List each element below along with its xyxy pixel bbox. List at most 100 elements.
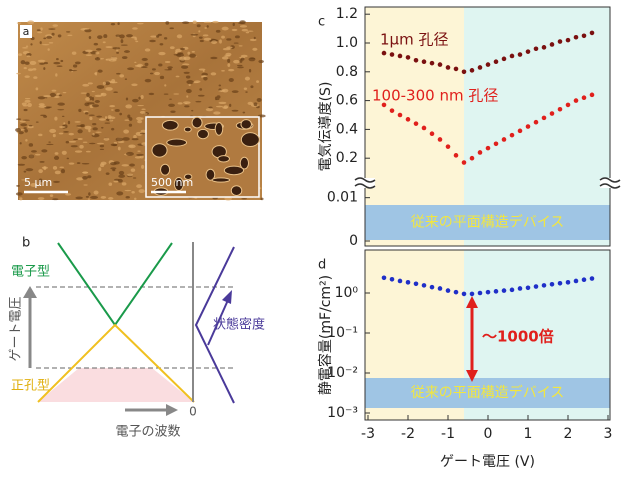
pore bbox=[241, 198, 248, 200]
pore bbox=[48, 42, 54, 44]
pore bbox=[177, 52, 184, 55]
data-point bbox=[389, 108, 395, 113]
data-point bbox=[397, 278, 403, 284]
pore bbox=[159, 75, 165, 80]
data-point bbox=[477, 65, 483, 70]
arrow-head bbox=[222, 290, 232, 304]
pore bbox=[136, 116, 143, 121]
pore bbox=[115, 34, 121, 37]
pore bbox=[58, 94, 62, 97]
y-tick-label: 10⁰ bbox=[335, 285, 359, 301]
y-tick-label: 0.01 bbox=[327, 190, 358, 206]
data-point bbox=[405, 280, 411, 285]
pore bbox=[138, 189, 145, 194]
pore bbox=[65, 193, 72, 196]
pore bbox=[183, 101, 191, 104]
pore bbox=[211, 177, 231, 183]
data-point bbox=[485, 289, 491, 295]
pore bbox=[102, 41, 106, 44]
data-point bbox=[533, 46, 539, 52]
pore bbox=[180, 47, 185, 51]
pore bbox=[47, 48, 50, 51]
data-point bbox=[533, 284, 539, 289]
pore bbox=[54, 116, 58, 121]
pore bbox=[87, 175, 92, 179]
pore bbox=[105, 87, 113, 91]
pore bbox=[57, 109, 65, 111]
pore bbox=[149, 39, 156, 43]
pore bbox=[131, 191, 135, 194]
pore bbox=[43, 62, 49, 65]
pore bbox=[134, 64, 142, 67]
pore bbox=[97, 35, 103, 40]
pore bbox=[157, 33, 162, 36]
pore bbox=[119, 112, 123, 116]
pore bbox=[41, 44, 50, 46]
hole-region bbox=[38, 368, 194, 402]
pore bbox=[21, 179, 28, 181]
pore bbox=[115, 137, 123, 142]
pore bbox=[169, 98, 172, 100]
pore bbox=[22, 119, 31, 121]
pore bbox=[144, 78, 152, 83]
pore bbox=[256, 97, 262, 103]
pore bbox=[150, 35, 158, 38]
pore bbox=[98, 167, 102, 172]
data-point bbox=[469, 68, 475, 73]
zero-label: 0 bbox=[189, 405, 197, 419]
pore bbox=[41, 166, 48, 170]
pore bbox=[137, 22, 144, 25]
pore bbox=[221, 70, 225, 72]
data-point bbox=[557, 39, 563, 44]
pore bbox=[40, 27, 43, 31]
data-point bbox=[517, 286, 523, 291]
pore bbox=[136, 153, 144, 157]
pore bbox=[126, 151, 134, 156]
data-point bbox=[509, 53, 515, 59]
pore bbox=[93, 190, 99, 195]
pore bbox=[96, 48, 102, 51]
pore bbox=[38, 178, 43, 183]
pore bbox=[117, 146, 121, 151]
pore bbox=[242, 111, 246, 114]
pore bbox=[91, 104, 99, 108]
pore bbox=[187, 51, 191, 55]
pore bbox=[21, 155, 27, 160]
wavenumber-label: 電子の波数 bbox=[115, 425, 180, 440]
data-point bbox=[501, 56, 507, 62]
pore bbox=[233, 42, 239, 44]
pore bbox=[191, 50, 195, 53]
axis-break-gap bbox=[600, 178, 620, 188]
pore bbox=[137, 150, 141, 152]
pore bbox=[79, 144, 84, 149]
pore bbox=[74, 61, 81, 65]
panel-label: a bbox=[23, 25, 30, 38]
pore bbox=[198, 30, 201, 33]
pore bbox=[18, 131, 24, 135]
y-tick-label: 1.0 bbox=[336, 35, 358, 51]
data-point bbox=[589, 92, 595, 98]
pore bbox=[60, 59, 64, 63]
y-tick-label: 10⁻¹ bbox=[327, 325, 358, 341]
pore bbox=[253, 36, 256, 40]
pore bbox=[190, 33, 199, 36]
data-point bbox=[453, 289, 459, 295]
pore bbox=[240, 119, 252, 130]
data-point bbox=[437, 286, 443, 291]
pore bbox=[92, 132, 95, 136]
pore bbox=[239, 156, 250, 170]
pore bbox=[15, 192, 23, 196]
pore bbox=[112, 47, 121, 50]
pore bbox=[215, 105, 224, 108]
pore bbox=[140, 129, 147, 133]
data-point bbox=[509, 287, 515, 293]
pore bbox=[99, 144, 105, 148]
pore bbox=[247, 101, 254, 106]
pore bbox=[177, 102, 183, 105]
pore bbox=[184, 105, 190, 108]
pore bbox=[23, 170, 27, 173]
pore bbox=[61, 115, 65, 117]
pore bbox=[107, 115, 112, 120]
panel-label: d bbox=[318, 258, 326, 273]
pore bbox=[23, 67, 27, 70]
